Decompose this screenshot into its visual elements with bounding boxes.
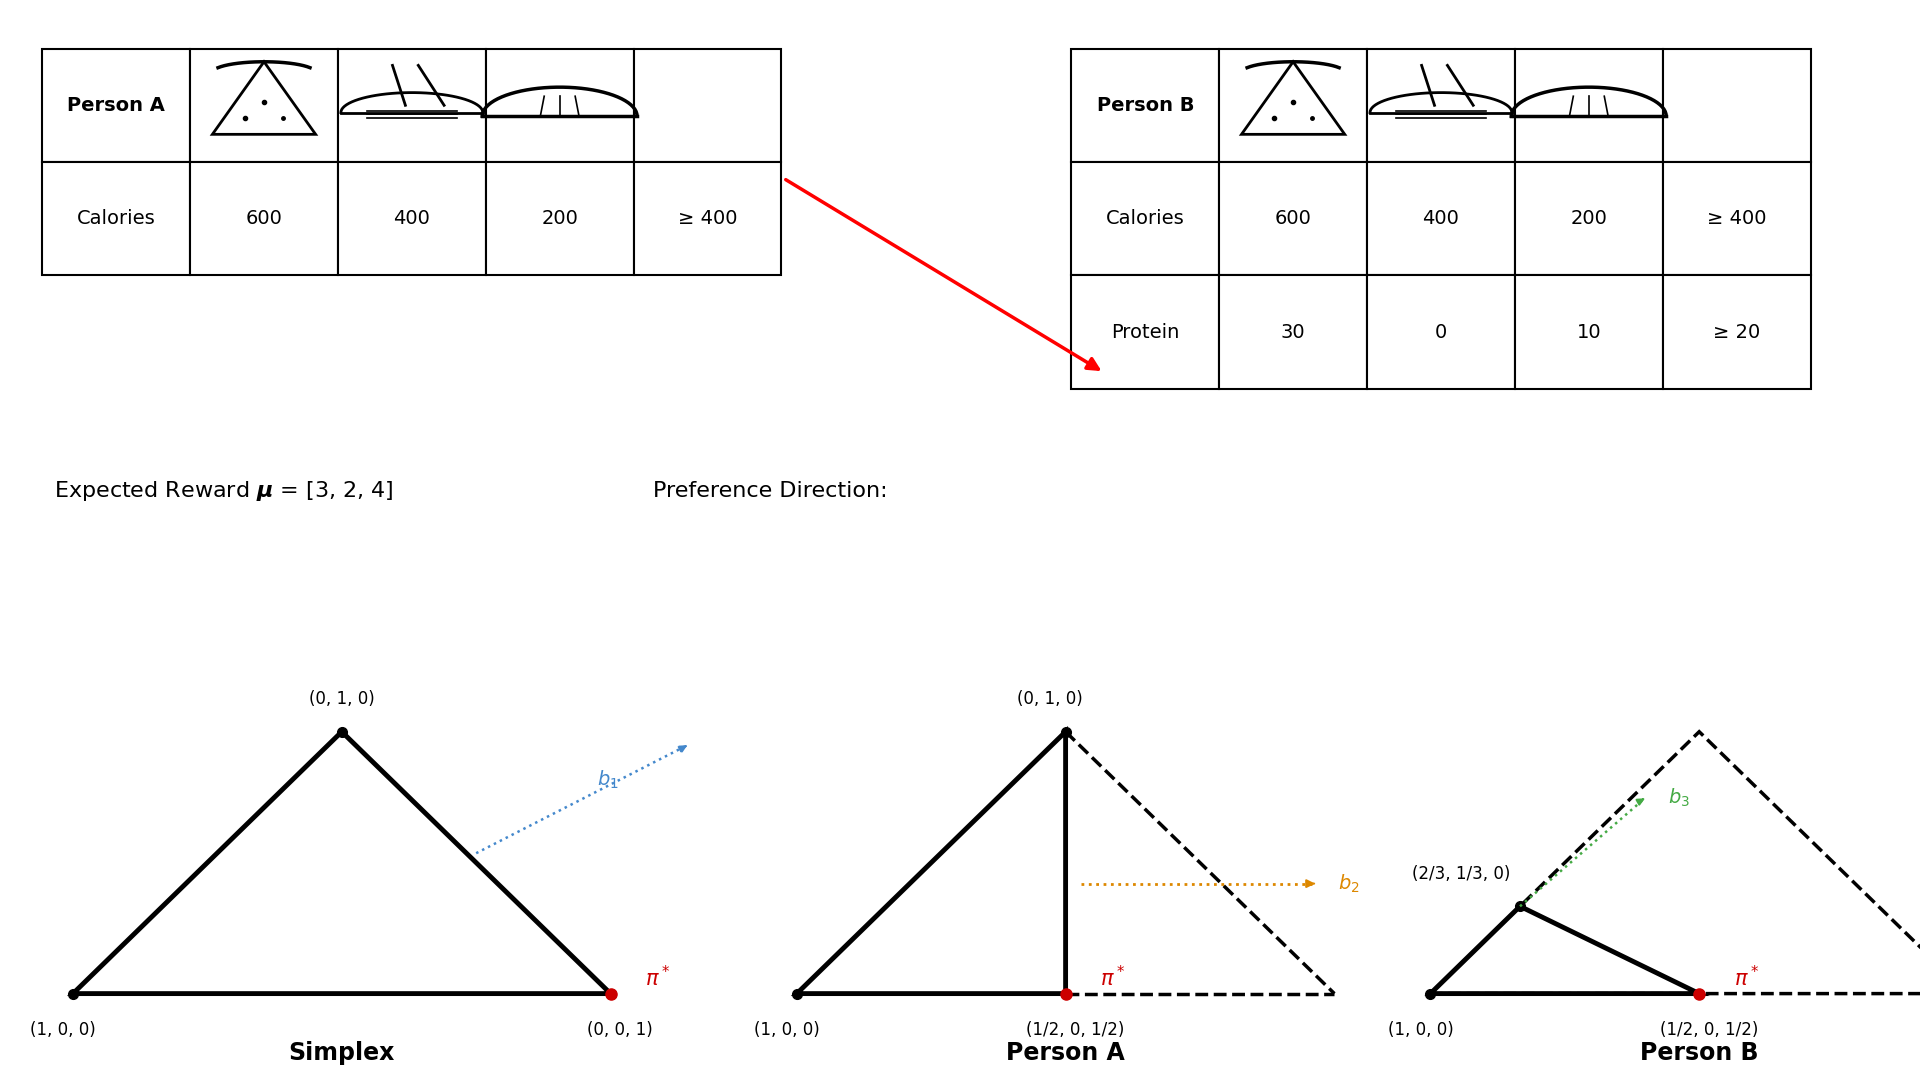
Text: ≥ 20: ≥ 20: [1713, 323, 1761, 341]
Text: 30: 30: [1281, 323, 1306, 341]
Bar: [1219, 49, 1367, 162]
Text: (1, 0, 0): (1, 0, 0): [1388, 1021, 1453, 1039]
Bar: [1515, 162, 1663, 275]
Text: Protein: Protein: [1112, 323, 1179, 341]
Text: $b_3$: $b_3$: [1668, 787, 1690, 809]
Text: (0, 0, 1): (0, 0, 1): [588, 1021, 653, 1039]
Bar: [1663, 49, 1811, 162]
Text: ≥ 400: ≥ 400: [678, 210, 737, 228]
Text: (2/3, 1/3, 0): (2/3, 1/3, 0): [1411, 865, 1511, 882]
Bar: [1367, 49, 1515, 162]
Bar: [1219, 162, 1367, 275]
Text: ≥ 400: ≥ 400: [1707, 210, 1766, 228]
Text: (1, 0, 0): (1, 0, 0): [755, 1021, 820, 1039]
Bar: [42, 49, 190, 162]
Bar: [634, 162, 781, 275]
Bar: [190, 49, 338, 162]
Text: 200: 200: [1571, 210, 1607, 228]
Text: Simplex: Simplex: [288, 1041, 396, 1065]
Bar: [338, 162, 486, 275]
Text: Expected Reward $\boldsymbol{\mu}$ = [3, 2, 4]: Expected Reward $\boldsymbol{\mu}$ = [3,…: [54, 480, 394, 503]
Text: Person A: Person A: [67, 96, 165, 114]
Text: $\pi^*$: $\pi^*$: [645, 964, 670, 990]
Bar: [1071, 49, 1219, 162]
Text: (0, 1, 0): (0, 1, 0): [309, 690, 374, 708]
Bar: [42, 162, 190, 275]
Bar: [486, 162, 634, 275]
Bar: [190, 162, 338, 275]
Text: (1/2, 0, 1/2): (1/2, 0, 1/2): [1659, 1021, 1759, 1039]
Bar: [1071, 275, 1219, 389]
Text: (0, 1, 0): (0, 1, 0): [1018, 690, 1083, 708]
Bar: [338, 49, 486, 162]
Bar: [1071, 162, 1219, 275]
Text: 0: 0: [1434, 323, 1448, 341]
Text: Person A: Person A: [1006, 1041, 1125, 1065]
Bar: [1515, 49, 1663, 162]
Text: (1, 0, 0): (1, 0, 0): [31, 1021, 96, 1039]
Text: Person B: Person B: [1096, 96, 1194, 114]
Bar: [1515, 275, 1663, 389]
Bar: [1663, 275, 1811, 389]
Text: Person B: Person B: [1640, 1041, 1759, 1065]
Text: 600: 600: [1275, 210, 1311, 228]
Text: $b_2$: $b_2$: [1338, 873, 1359, 894]
Bar: [1219, 275, 1367, 389]
Text: 600: 600: [246, 210, 282, 228]
Bar: [486, 49, 634, 162]
Text: (1/2, 0, 1/2): (1/2, 0, 1/2): [1025, 1021, 1125, 1039]
Text: 400: 400: [1423, 210, 1459, 228]
Text: $\pi^*$: $\pi^*$: [1100, 964, 1125, 990]
Text: $\pi^*$: $\pi^*$: [1734, 964, 1759, 990]
Text: 10: 10: [1576, 323, 1601, 341]
Text: 200: 200: [541, 210, 578, 228]
Text: Calories: Calories: [1106, 210, 1185, 228]
Text: Preference Direction:: Preference Direction:: [653, 482, 887, 501]
Bar: [1367, 162, 1515, 275]
Text: Calories: Calories: [77, 210, 156, 228]
Text: 400: 400: [394, 210, 430, 228]
Text: $b_1$: $b_1$: [597, 768, 618, 791]
Bar: [634, 49, 781, 162]
Bar: [1663, 162, 1811, 275]
Bar: [1367, 275, 1515, 389]
